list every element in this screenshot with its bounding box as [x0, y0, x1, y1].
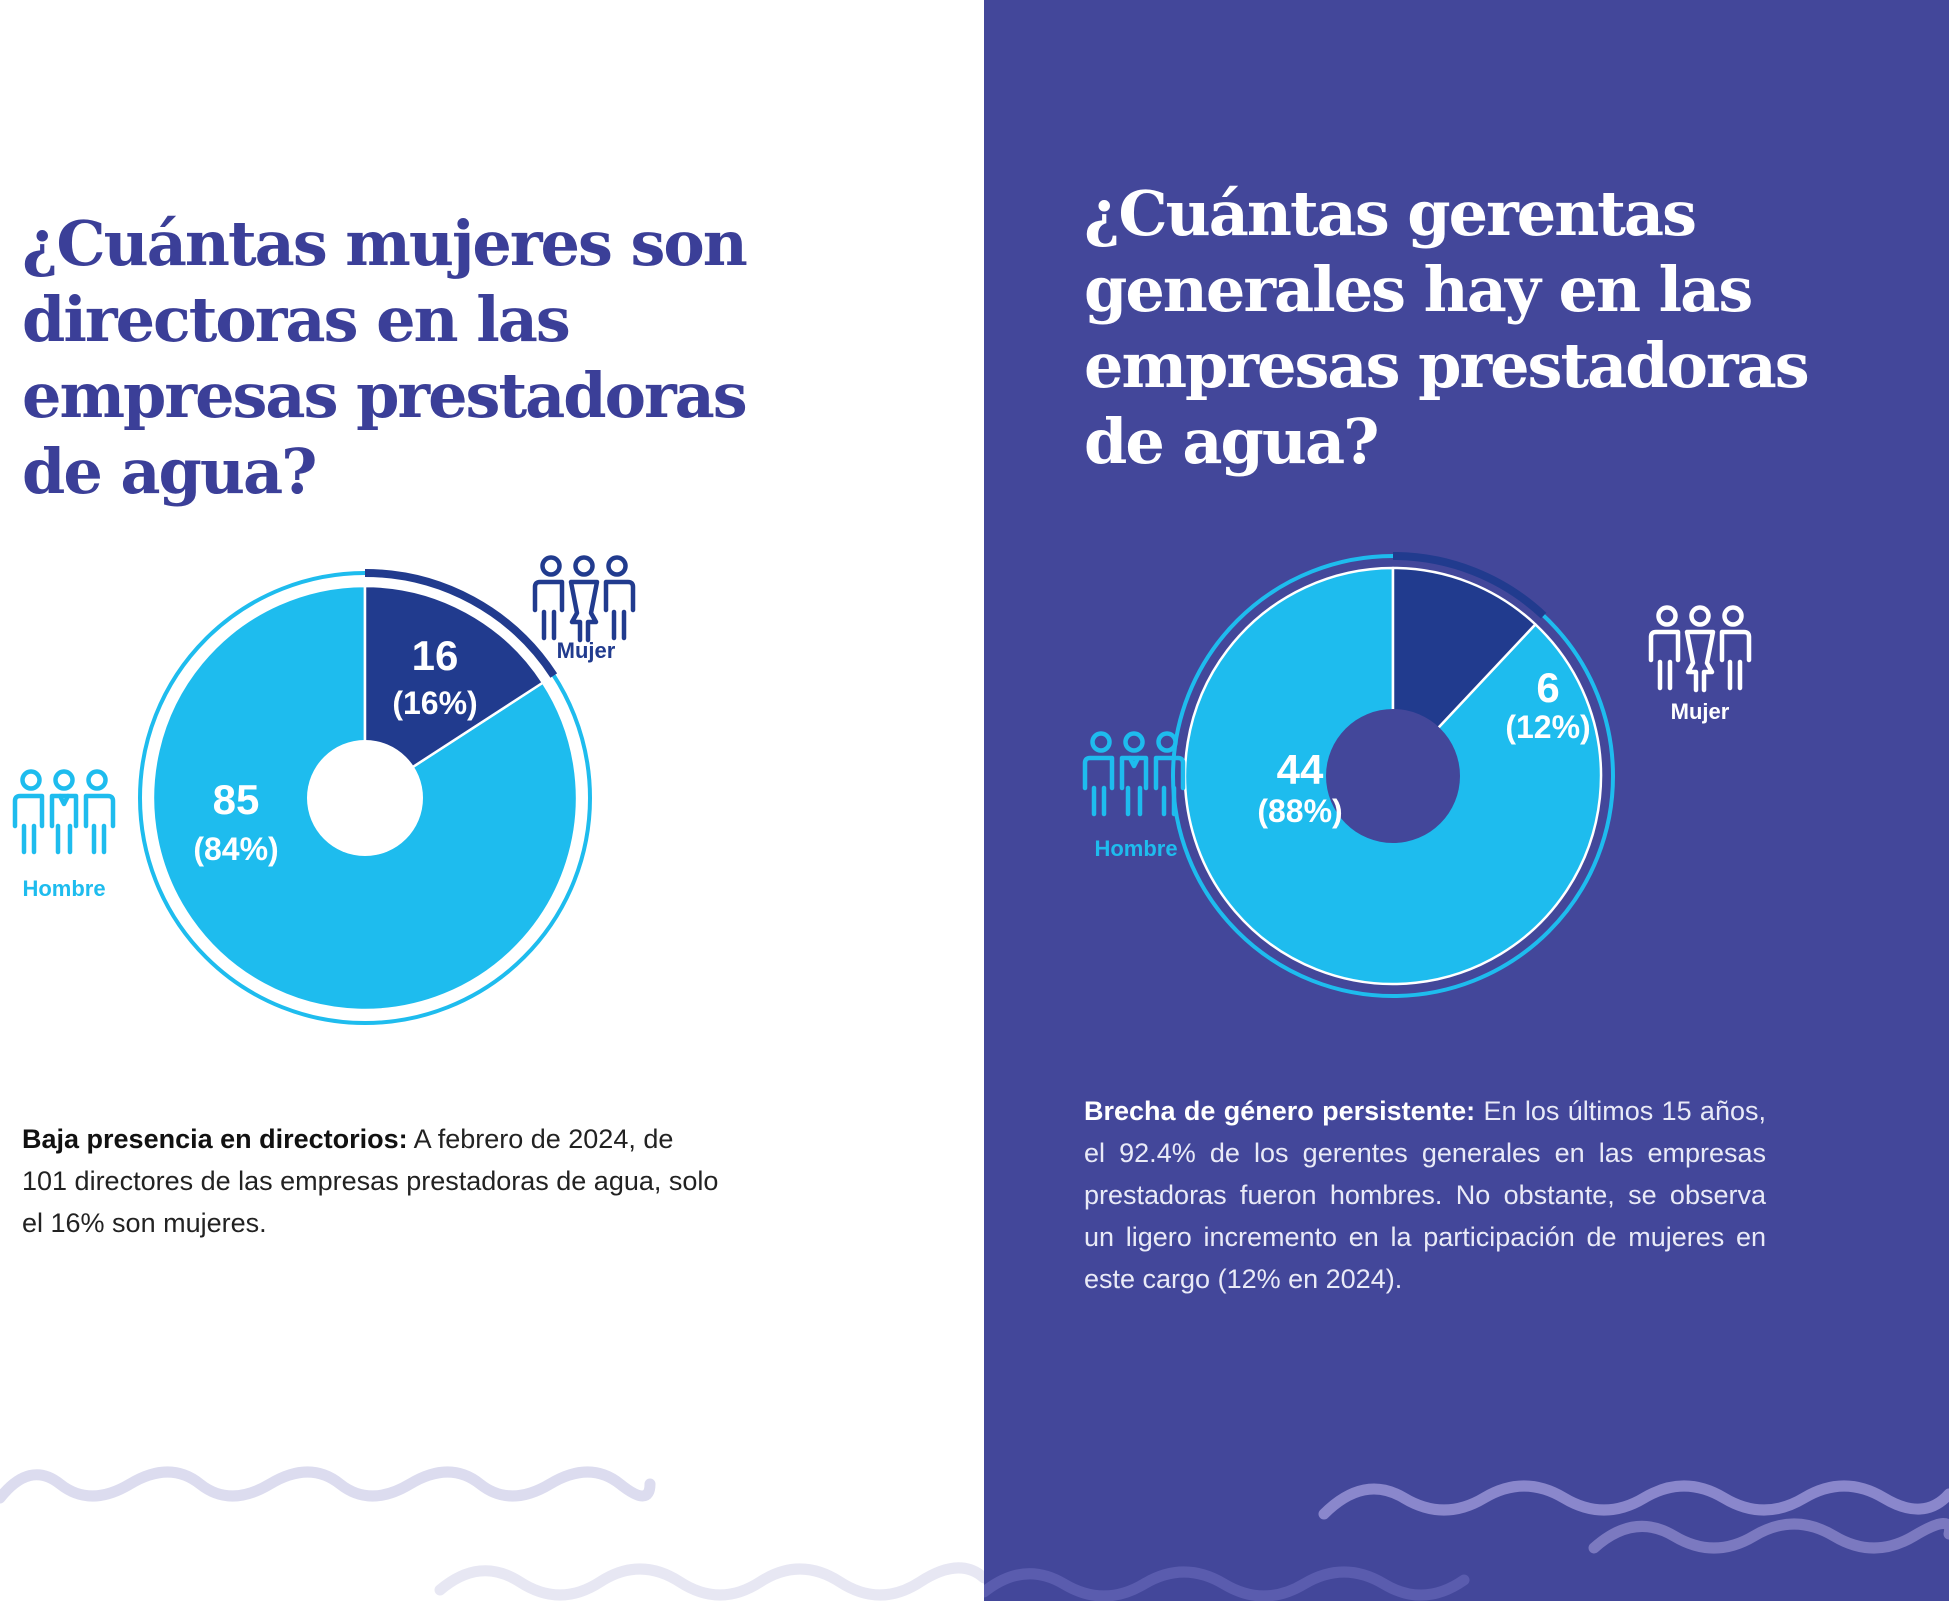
mujer-percent-label: (16%): [392, 685, 477, 721]
left-description-heading: Baja presencia en directorios:: [22, 1124, 408, 1154]
mujer-legend-label: Mujer: [557, 638, 616, 663]
men-group-icon: [1082, 731, 1186, 817]
general-managers-pie-chart: 6 (12%) 44 (88%) Mujer: [1082, 552, 1752, 998]
hombre-legend-label: Hombre: [22, 876, 105, 901]
donut-hole: [307, 740, 423, 856]
mujer-value-label: 6: [1536, 664, 1559, 711]
women-group-icon: [1648, 605, 1752, 693]
decorative-wave: [0, 1466, 984, 1601]
left-panel: ¿Cuántas mujeres son directoras en las e…: [0, 207, 984, 1601]
hombre-slice: [1183, 566, 1603, 986]
right-description-text: En los últimos 15 años, el 92.4% de los …: [1084, 1096, 1766, 1294]
hombre-percent-label: (88%): [1257, 793, 1342, 829]
left-description-text: A febrero de 2024, de 101 directores de …: [22, 1124, 719, 1238]
right-description-heading: Brecha de género persistente:: [1084, 1096, 1476, 1126]
mujer-value-label: 16: [412, 632, 459, 679]
mujer-outer-ring: [1392, 552, 1547, 619]
right-panel: ¿Cuántas gerentas generales hay en las e…: [984, 0, 1949, 1601]
right-title: ¿Cuántas gerentas generales hay en las e…: [1084, 177, 1810, 478]
donut-hole: [1326, 709, 1460, 843]
mujer-slice: [363, 584, 545, 800]
left-description: Baja presencia en directorios: A febrero…: [22, 1118, 722, 1244]
pie-group: [138, 569, 592, 1025]
men-group-icon: [12, 769, 116, 855]
hombre-percent-label: (84%): [193, 831, 278, 867]
hombre-legend-label: Hombre: [1094, 836, 1177, 861]
hombre-value-label: 85: [213, 776, 260, 823]
mujer-legend-label: Mujer: [1671, 699, 1730, 724]
pie-group: [1171, 552, 1615, 998]
directors-pie-chart: 16 (16%) 85 (84%) Mujer: [12, 555, 636, 1025]
mujer-percent-label: (12%): [1505, 709, 1590, 745]
decorative-wave: [984, 1480, 1949, 1601]
left-title: ¿Cuántas mujeres son directoras en las e…: [22, 207, 748, 508]
hombre-value-label: 44: [1277, 746, 1324, 793]
mujer-outer-ring: [364, 569, 558, 678]
women-group-icon: [532, 555, 636, 643]
right-description: Brecha de género persistente: En los últ…: [1084, 1090, 1766, 1300]
